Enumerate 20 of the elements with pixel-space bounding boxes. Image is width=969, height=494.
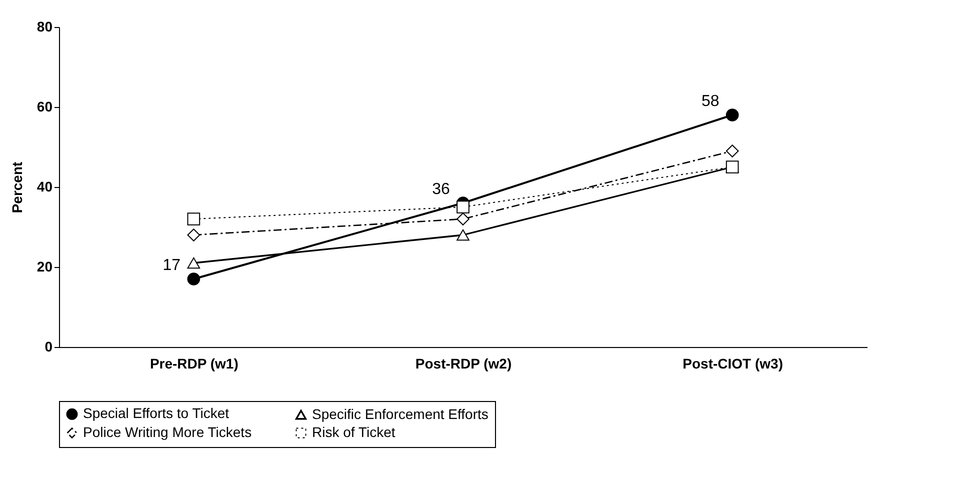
point (187, 212, 200, 226)
legend-label: Risk of Ticket (312, 424, 396, 440)
legend-label: Specific Enforcement Efforts (312, 406, 488, 422)
point (187, 272, 200, 286)
y-axis-title: Percent (8, 161, 25, 214)
point (726, 108, 739, 122)
y-tick-label: 40 (36, 178, 53, 194)
y-tick-label: 20 (36, 258, 53, 274)
y-tick-label: 0 (44, 338, 53, 354)
x-tick-label: Post-CIOT (w3) (682, 356, 784, 372)
legend-label: Police Writing More Tickets (83, 424, 252, 440)
data-label: 17 (162, 257, 181, 274)
data-label: 58 (701, 93, 720, 110)
x-tick-label: Pre-RDP (w1) (150, 356, 238, 372)
x-tick-label: Post-RDP (w2) (415, 356, 512, 372)
legend-label: Special Efforts to Ticket (83, 405, 230, 422)
data-label: 36 (432, 181, 450, 198)
y-tick-label: 80 (36, 18, 53, 34)
y-tick-label: 60 (36, 98, 53, 114)
point (456, 200, 470, 214)
